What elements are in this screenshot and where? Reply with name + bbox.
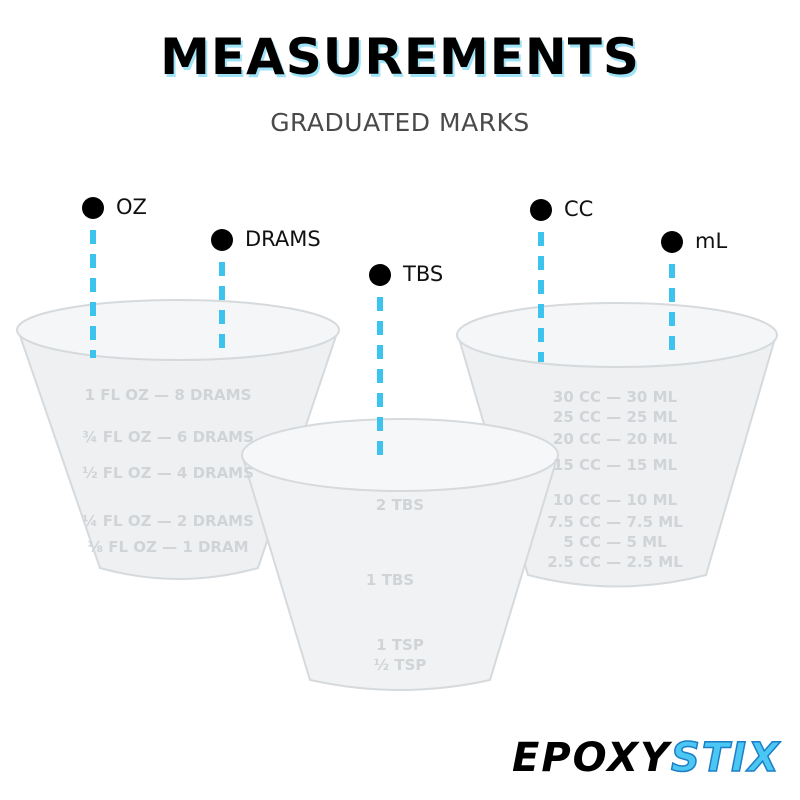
cup-mark: 25 CC — 25 ML: [553, 408, 678, 426]
callout-label-oz: OZ: [116, 195, 147, 219]
cup-mark: ½ FL OZ — 4 DRAMS: [82, 464, 254, 482]
callout-dot-cc: [530, 199, 552, 221]
cup-middle: [240, 454, 560, 691]
cup-mark: ¼ FL OZ — 2 DRAMS: [82, 512, 254, 530]
page-title: MEASUREMENTS: [160, 28, 640, 86]
cup-mark: 1 FL OZ — 8 DRAMS: [85, 386, 252, 404]
cup-mark: 30 CC — 30 ML: [553, 388, 678, 406]
logo-part-2: STIX: [670, 734, 781, 782]
cup-mark: 2.5 CC — 2.5 ML: [547, 553, 683, 571]
cup-mark: 20 CC — 20 ML: [553, 430, 678, 448]
cup-mark: ¾ FL OZ — 6 DRAMS: [82, 428, 254, 446]
callout-dot-drams: [211, 229, 233, 251]
cup-mark: 2 TBS: [376, 496, 424, 514]
cup-mark: ⅛ FL OZ — 1 DRAM: [87, 538, 248, 556]
cup-mark: 10 CC — 10 ML: [553, 491, 678, 509]
callout-label-tbs: TBS: [403, 262, 444, 286]
cup-mark: 1 TBS: [366, 571, 414, 589]
cup-left-rim: [16, 299, 340, 361]
cup-right-rim: [456, 302, 778, 368]
callout-dot-oz: [82, 197, 104, 219]
callout-dot-tbs: [369, 264, 391, 286]
logo-part-1: EPOXY: [512, 735, 672, 781]
cup-mark: ½ TSP: [374, 656, 427, 674]
brand-logo: EPOXYSTIX: [512, 734, 781, 782]
cup-mark: 7.5 CC — 7.5 ML: [547, 513, 683, 531]
cup-left: [16, 329, 340, 580]
cup-mark: 15 CC — 15 ML: [553, 456, 678, 474]
callout-label-cc: CC: [564, 197, 594, 221]
cup-middle-rim: [241, 418, 559, 492]
page-subtitle: GRADUATED MARKS: [270, 108, 530, 137]
callout-dot-ml: [661, 231, 683, 253]
cup-mark: 5 CC — 5 ML: [563, 533, 667, 551]
callout-label-ml: mL: [695, 229, 728, 253]
cup-mark: 1 TSP: [376, 636, 424, 654]
callout-label-drams: DRAMS: [245, 227, 321, 251]
